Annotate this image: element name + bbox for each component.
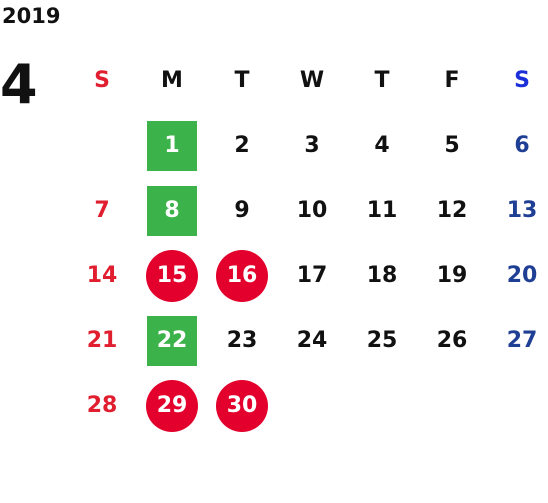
day-cell[interactable]: 6 bbox=[514, 133, 530, 158]
day-cell bbox=[487, 373, 548, 438]
day-cell[interactable]: 29 bbox=[137, 373, 207, 438]
day-cell[interactable]: 24 bbox=[296, 328, 328, 353]
day-cell[interactable]: 8 bbox=[137, 178, 207, 243]
day-cell[interactable]: 18 bbox=[366, 263, 398, 288]
week-row-4: 21 22 23 24 25 26 27 bbox=[67, 308, 548, 373]
day-cell[interactable]: 22 bbox=[137, 308, 207, 373]
day-cell[interactable]: 25 bbox=[366, 328, 398, 353]
calendar-grid: S M T W T F S 1 2 3 4 5 6 7 8 9 10 11 12… bbox=[67, 48, 548, 438]
day-cell[interactable]: 14 bbox=[86, 263, 118, 288]
weekday-wednesday: W bbox=[299, 68, 325, 93]
week-row-2: 7 8 9 10 11 12 13 bbox=[67, 178, 548, 243]
week-row-5: 28 29 30 bbox=[67, 373, 548, 438]
day-cell[interactable]: 20 bbox=[506, 263, 538, 288]
holiday-circle-marker: 30 bbox=[216, 379, 268, 432]
day-cell[interactable]: 3 bbox=[304, 133, 320, 158]
day-cell[interactable]: 1 bbox=[137, 113, 207, 178]
day-cell[interactable]: 7 bbox=[94, 198, 110, 223]
day-cell bbox=[67, 113, 137, 178]
holiday-circle-marker: 16 bbox=[216, 249, 268, 302]
day-cell[interactable]: 11 bbox=[366, 198, 398, 223]
day-cell[interactable]: 9 bbox=[234, 198, 250, 223]
day-cell[interactable]: 4 bbox=[374, 133, 390, 158]
day-cell bbox=[417, 373, 487, 438]
weekday-header-row: S M T W T F S bbox=[67, 48, 548, 113]
day-cell[interactable]: 21 bbox=[86, 328, 118, 353]
week-row-3: 14 15 16 17 18 19 20 bbox=[67, 243, 548, 308]
day-cell[interactable]: 30 bbox=[207, 373, 277, 438]
day-cell[interactable]: 19 bbox=[436, 263, 468, 288]
weekday-tuesday: T bbox=[234, 68, 250, 93]
day-cell[interactable]: 12 bbox=[436, 198, 468, 223]
day-cell[interactable]: 27 bbox=[506, 328, 538, 353]
day-cell[interactable]: 28 bbox=[86, 393, 118, 418]
day-cell bbox=[347, 373, 417, 438]
weekday-monday: M bbox=[161, 68, 183, 93]
day-cell[interactable]: 2 bbox=[234, 133, 250, 158]
week-row-1: 1 2 3 4 5 6 bbox=[67, 113, 548, 178]
day-cell[interactable]: 15 bbox=[137, 243, 207, 308]
weekday-friday: F bbox=[444, 68, 460, 93]
holiday-square-marker: 22 bbox=[147, 315, 197, 366]
day-cell[interactable]: 26 bbox=[436, 328, 468, 353]
day-cell[interactable]: 23 bbox=[226, 328, 258, 353]
weekday-saturday: S bbox=[514, 68, 530, 93]
day-cell[interactable]: 13 bbox=[506, 198, 538, 223]
day-cell[interactable]: 5 bbox=[444, 133, 460, 158]
day-cell[interactable]: 10 bbox=[296, 198, 328, 223]
holiday-square-marker: 8 bbox=[147, 185, 197, 236]
weekday-thursday: T bbox=[374, 68, 390, 93]
day-cell[interactable]: 16 bbox=[207, 243, 277, 308]
day-cell bbox=[277, 373, 347, 438]
weekday-sunday: S bbox=[94, 68, 110, 93]
month-number: 4 bbox=[0, 53, 38, 116]
day-cell[interactable]: 17 bbox=[296, 263, 328, 288]
holiday-circle-marker: 29 bbox=[146, 379, 198, 432]
year-label: 2019 bbox=[2, 4, 61, 28]
holiday-square-marker: 1 bbox=[147, 120, 197, 171]
holiday-circle-marker: 15 bbox=[146, 249, 198, 302]
